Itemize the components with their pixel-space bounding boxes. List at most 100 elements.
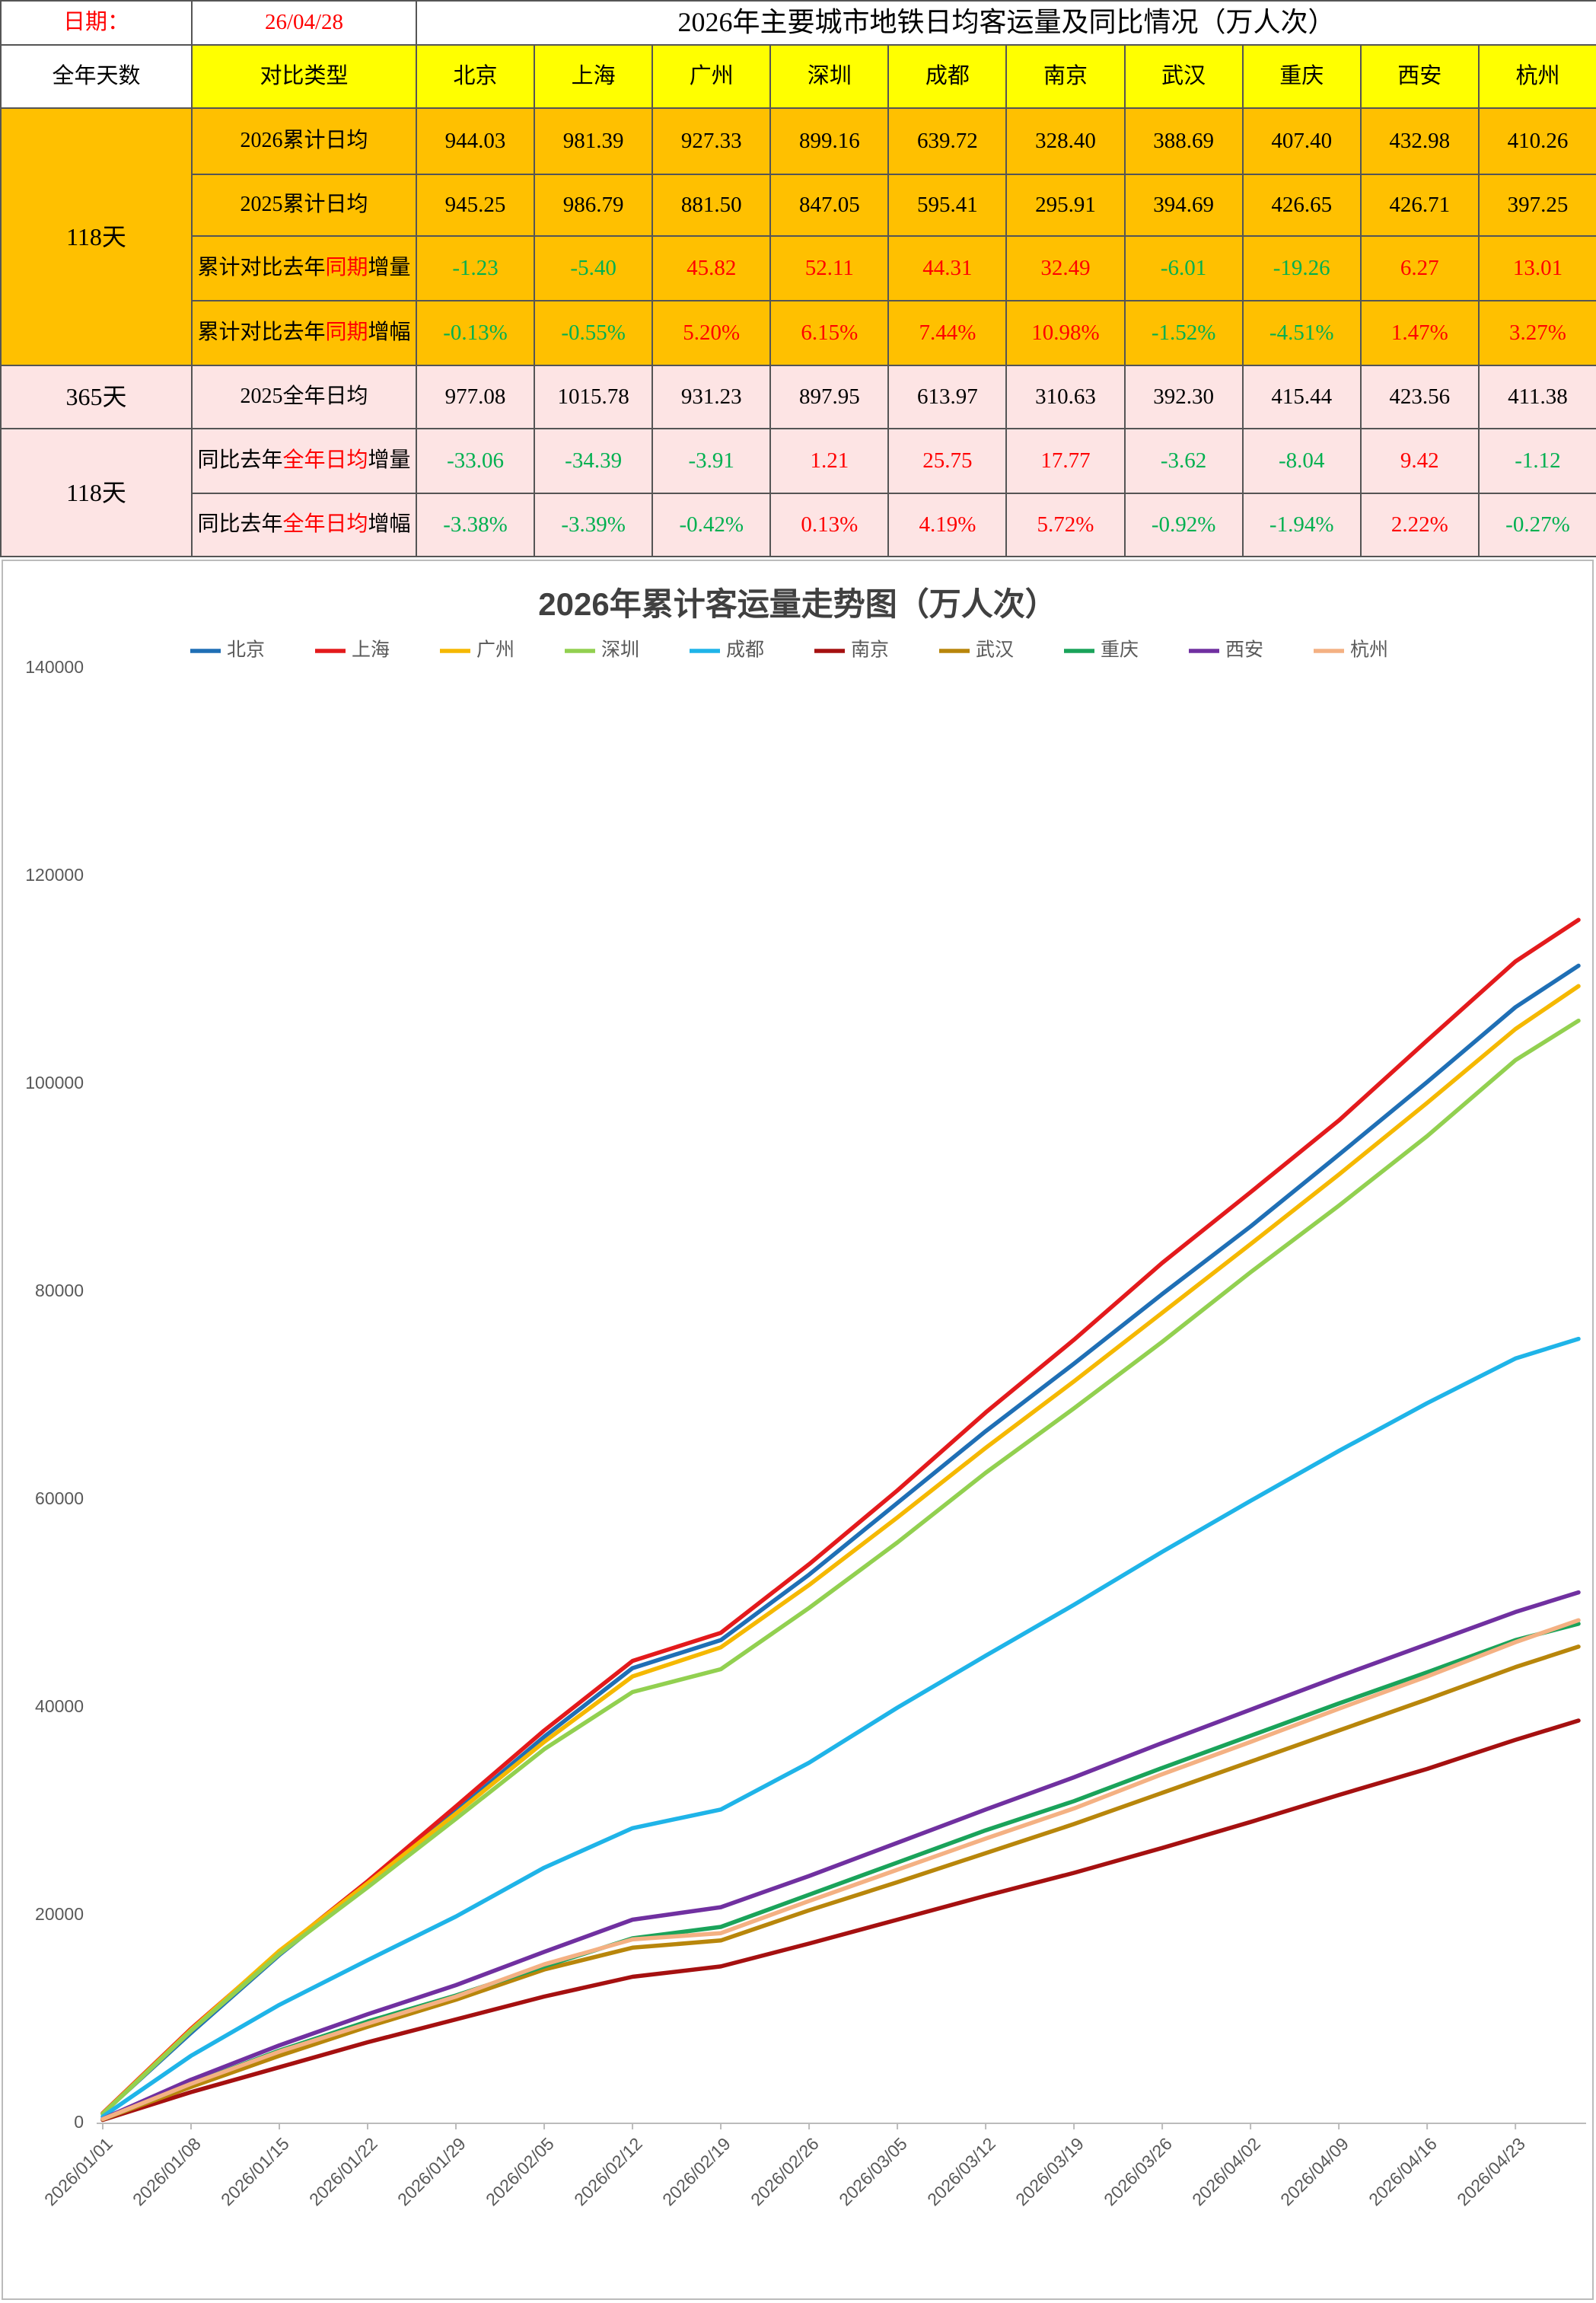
chart: 2026年累计客运量走势图（万人次） 0 20000 40000 60000 80000…: [2, 560, 1594, 2300]
row-label: 同比去年: [197, 448, 283, 473]
value: -1.52%: [1151, 320, 1216, 345]
cell: 同比去年全年日均增幅: [191, 493, 417, 557]
chart-title: 2026年累计客运量走势图（万人次）: [538, 586, 1056, 622]
value: -1.23: [452, 255, 499, 280]
cell: 西安: [1359, 44, 1480, 109]
row-label: 增量: [368, 448, 411, 473]
cell: 武汉: [1123, 44, 1244, 109]
cell: 394.69: [1123, 174, 1244, 237]
table-body: 日期： 26/04/28 2026年主要城市地铁日均客运量及同比情况（万人次） 全年天…: [0, 0, 1596, 557]
cell: -3.62: [1123, 428, 1244, 494]
value: 397.25: [1507, 192, 1569, 217]
cell: -3.38%: [415, 493, 536, 557]
cell: 310.63: [1005, 365, 1126, 429]
value: 0.13%: [801, 512, 859, 537]
cell: 深圳: [769, 44, 890, 109]
value: 977.08: [444, 384, 506, 409]
row-label-highlight: 全年日均: [282, 512, 368, 537]
cell: 重庆: [1241, 44, 1362, 109]
row-label: 同比去年: [197, 512, 283, 537]
cell: 897.95: [769, 365, 890, 429]
cell: 118天: [0, 428, 193, 557]
cell: 410.26: [1477, 107, 1596, 175]
value: -0.27%: [1505, 512, 1570, 537]
city-header: 上海: [571, 63, 616, 88]
cell: 对比类型: [191, 44, 417, 109]
cell: 7.44%: [887, 300, 1008, 366]
table-row: 累计对比去年同期增量 -1.23 -5.40 45.82 52.11 44.31 32.49…: [1, 235, 1596, 301]
value: 6.15%: [801, 320, 859, 345]
value: -0.92%: [1151, 512, 1216, 537]
cell: 2.22%: [1359, 493, 1480, 557]
cell: 945.25: [415, 174, 536, 237]
date: 26/04/28: [264, 10, 344, 35]
cell: -3.91: [651, 428, 772, 494]
value: 13.01: [1512, 255, 1563, 280]
table-row: 365天 2025全年日均 977.08 1015.78 931.23 897.95 613…: [0, 365, 1596, 429]
y-tick-label: 60000: [35, 1488, 84, 1508]
cell: 397.25: [1477, 174, 1596, 237]
cell: 426.65: [1241, 174, 1362, 237]
header-type: 对比类型: [260, 63, 349, 88]
cell: 南京: [1005, 44, 1126, 109]
cell: 388.69: [1123, 107, 1244, 175]
cell: 2025累计日均: [191, 174, 417, 237]
cell: 26/04/28: [191, 0, 417, 46]
row-label: 增幅: [368, 512, 411, 537]
legend-label: 重庆: [1101, 640, 1139, 661]
cell: 2025全年日均: [191, 365, 417, 429]
cell: 944.03: [415, 107, 536, 175]
cell: -6.01: [1123, 235, 1244, 301]
cell: 9.42: [1359, 428, 1480, 494]
y-tick-label: 0: [74, 2112, 84, 2132]
row-label-highlight: 同期: [325, 321, 368, 345]
cell: 累计对比去年同期增量: [191, 235, 417, 301]
cell: 全年天数: [0, 44, 193, 109]
cell: 981.39: [534, 107, 654, 175]
legend-label: 深圳: [601, 640, 639, 661]
cell: -4.51%: [1241, 300, 1362, 366]
value: 595.41: [917, 192, 978, 217]
cell: 392.30: [1123, 365, 1244, 429]
value: -0.42%: [679, 512, 744, 537]
cell: 415.44: [1241, 365, 1362, 429]
value: 32.49: [1040, 255, 1091, 280]
y-tick-label: 100000: [25, 1073, 84, 1092]
cell: 426.71: [1359, 174, 1480, 237]
table-row: 全年天数 对比类型 北京 上海 广州 深圳 成都 南京 武汉 重庆 西安 杭州: [0, 44, 1596, 109]
value: -4.51%: [1269, 320, 1334, 345]
cell: 10.98%: [1005, 300, 1126, 366]
value: 310.63: [1035, 384, 1096, 409]
city-header: 武汉: [1161, 63, 1206, 88]
cell: 328.40: [1005, 107, 1126, 175]
value: -0.13%: [443, 320, 508, 345]
value: 899.16: [798, 128, 860, 153]
cell: 广州: [651, 44, 772, 109]
city-header: 南京: [1043, 63, 1088, 88]
cell: 日期：: [0, 0, 193, 46]
value: 945.25: [444, 192, 506, 217]
row-label: 增量: [368, 256, 411, 280]
value: 1.21: [810, 448, 849, 473]
cell: 3.27%: [1477, 300, 1596, 366]
value: 423.56: [1389, 384, 1451, 409]
value: 613.97: [917, 384, 978, 409]
value: -33.06: [447, 448, 504, 473]
cell: 407.40: [1241, 107, 1362, 175]
cell: 899.16: [769, 107, 890, 175]
row-label: 增幅: [368, 321, 411, 345]
cell: 595.41: [887, 174, 1008, 237]
cell: 847.05: [769, 174, 890, 237]
city-header: 北京: [453, 63, 498, 88]
legend-label: 武汉: [976, 640, 1014, 661]
cell: 931.23: [651, 365, 772, 429]
value: 9.42: [1400, 448, 1439, 473]
value: 426.71: [1389, 192, 1451, 217]
cell: -33.06: [415, 428, 536, 494]
series-line: [100, 1618, 1581, 2122]
cell: 上海: [534, 44, 654, 109]
row-label-highlight: 同期: [325, 256, 368, 280]
y-tick-label: 80000: [35, 1281, 84, 1300]
cell: -1.12: [1477, 428, 1596, 494]
